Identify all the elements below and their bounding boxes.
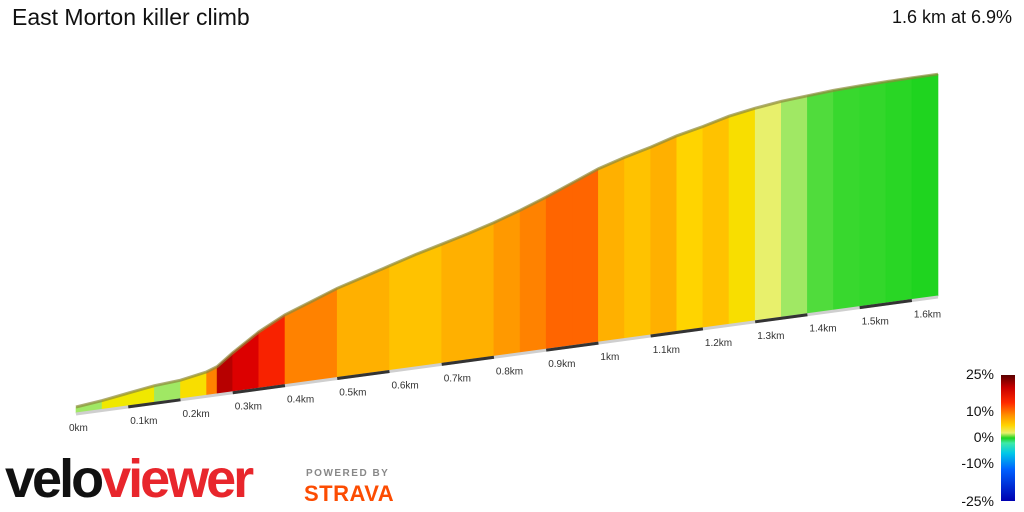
distance-tick-band	[441, 355, 495, 366]
gradient-segment	[728, 107, 756, 325]
legend-label-minus-10: -10%	[961, 455, 994, 471]
gradient-segment	[885, 77, 913, 304]
gradient-segment	[754, 100, 782, 322]
gradient-segments	[75, 73, 939, 414]
x-tick-label: 0.4km	[287, 395, 314, 406]
gradient-segment	[780, 95, 808, 318]
distance-ticks: 0km 0.1km 0.2km 0.3km 0.4km 0.5km 0.6km 0.7km 0.…	[69, 295, 941, 434]
gradient-segment	[676, 126, 704, 332]
gradient-segment	[545, 182, 573, 350]
gradient-segment	[650, 135, 678, 336]
distance-tick-band	[232, 384, 286, 395]
gradient-segment	[258, 314, 286, 389]
distance-tick-band	[859, 299, 913, 310]
page-title: East Morton killer climb	[12, 4, 250, 30]
gradient-segment	[441, 233, 469, 364]
gradient-segment	[598, 156, 625, 343]
gradient-segment	[362, 265, 390, 375]
x-tick-label: 0.1km	[130, 416, 157, 427]
gradient-legend-bar	[1001, 375, 1015, 501]
gradient-segment	[310, 287, 338, 382]
strava-logo[interactable]: STRAVA	[304, 481, 395, 506]
x-tick-label: 1.2km	[705, 338, 732, 349]
x-tick-label: 0.2km	[183, 409, 210, 420]
profile-top-line	[75, 72, 939, 409]
x-tick-label: 0.6km	[392, 381, 419, 392]
gradient-segment	[833, 85, 860, 311]
gradient-segment	[702, 115, 730, 329]
distance-tick-band	[754, 313, 808, 324]
gradient-segment	[336, 276, 364, 378]
legend-label-25: 25%	[965, 366, 994, 382]
gradient-segment	[389, 254, 416, 371]
x-tick-label: 1km	[600, 352, 619, 363]
x-tick-label: 0km	[69, 423, 88, 434]
gradient-segment	[571, 168, 599, 346]
x-tick-label: 1.3km	[757, 331, 784, 342]
distance-tick-band	[545, 341, 599, 352]
logo-velo-text: velo	[5, 449, 104, 509]
x-tick-label: 1.1km	[653, 345, 680, 356]
x-tick-label: 1.6km	[914, 310, 941, 321]
x-tick-label: 0.8km	[496, 366, 523, 377]
distance-tick-band	[650, 327, 704, 338]
legend-label-0: 0%	[973, 429, 994, 445]
x-tick-label: 0.9km	[548, 359, 575, 370]
x-tick-label: 0.3km	[235, 402, 262, 413]
legend-label-minus-25: -25%	[961, 493, 994, 509]
gradient-segment	[493, 209, 521, 357]
gradient-segment	[624, 146, 652, 339]
gradient-segment	[467, 222, 495, 361]
powered-by-label: POWERED BY	[306, 468, 390, 479]
logo-viewer-text: viewer	[101, 449, 254, 509]
x-tick-label: 1.4km	[809, 324, 836, 335]
distance-tick-band	[337, 369, 390, 381]
distance-tick-band	[128, 398, 181, 409]
climb-summary: 1.6 km at 6.9%	[891, 7, 1012, 27]
gradient-segment	[911, 73, 939, 300]
x-tick-label: 1.5km	[862, 317, 889, 328]
gradient-segment	[519, 196, 547, 354]
x-tick-label: 0.7km	[444, 373, 471, 384]
veloviewer-logo[interactable]: veloviewer	[5, 449, 254, 509]
gradient-segment	[859, 81, 887, 307]
gradient-segment	[807, 90, 834, 315]
legend-label-10: 10%	[965, 403, 994, 419]
gradient-segment	[415, 243, 443, 368]
x-tick-label: 0.5km	[339, 388, 366, 399]
